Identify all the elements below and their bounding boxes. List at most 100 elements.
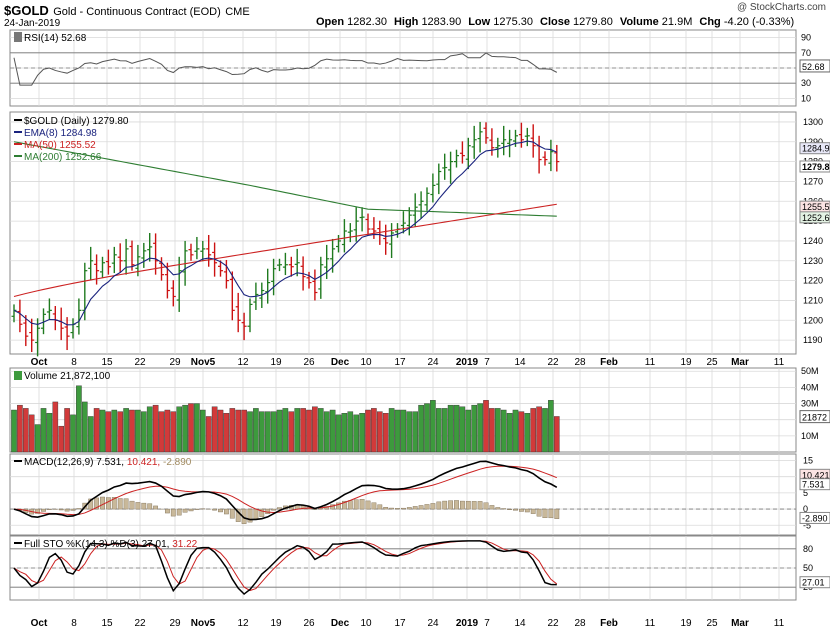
volume-bar: [152, 404, 159, 453]
macd-histogram-bar: [489, 505, 495, 510]
bottom-x-label: 29: [169, 618, 181, 628]
price-bar: [548, 139, 554, 172]
volume-bar: [235, 409, 242, 453]
volume-bar: [418, 404, 424, 453]
macd-histogram-bar: [465, 500, 471, 510]
volume-bar: [548, 400, 554, 453]
volume-bar: [424, 403, 430, 453]
volume-bar: [282, 408, 289, 453]
volume-bar: [388, 408, 395, 453]
price-bar: [424, 187, 430, 211]
macd-histogram-bar: [359, 499, 365, 510]
price-bar: [170, 280, 176, 307]
volume-bar: [247, 411, 253, 453]
macd-tick-label: -5: [803, 520, 811, 530]
ohlc-value: 1275.30: [493, 16, 534, 28]
macd-histogram-bar: [117, 498, 123, 510]
macd-histogram-bar: [424, 504, 430, 510]
price-bar: [105, 249, 111, 275]
ohlc-label: Close: [540, 16, 574, 28]
price-bar: [312, 269, 318, 301]
volume-bar: [441, 408, 448, 453]
price-tick-label: 1300: [803, 117, 823, 127]
volume-bar: [335, 414, 342, 453]
volume-bar: [341, 413, 348, 453]
volume-bar: [259, 411, 265, 453]
macd-histogram-bar: [147, 503, 153, 510]
macd-histogram-bar: [100, 496, 105, 510]
ohlc-summary: Open 1282.30 High 1283.90 Low 1275.30 Close…: [316, 16, 801, 28]
price-tick-label: 1240: [803, 236, 823, 246]
macd-histogram-bar: [448, 500, 453, 510]
vol-last-box: [799, 410, 830, 424]
price-bar: [241, 312, 247, 341]
price-bar: [282, 252, 288, 276]
price-bar: [153, 233, 159, 275]
volume-bar: [506, 413, 513, 453]
volume-bar: [253, 408, 259, 453]
price-x-label: 25: [706, 357, 718, 368]
symbol: $GOLD: [4, 3, 49, 18]
macd-histogram-bar: [519, 508, 524, 512]
macd-histogram-bar: [88, 498, 94, 510]
price-tick-label: 1220: [803, 276, 823, 286]
macd-histogram-bar: [454, 500, 459, 510]
volume-bar: [323, 411, 330, 453]
macd-histogram-bar: [530, 508, 536, 514]
vol-tick-label: 30M: [801, 399, 819, 409]
price-x-label: Feb: [600, 357, 618, 368]
volume-bar: [276, 409, 283, 453]
price-x-label: Mar: [731, 357, 749, 368]
volume-bar: [530, 408, 536, 453]
macd-histogram-bar: [259, 508, 265, 517]
macd-histogram-bar: [111, 497, 117, 510]
price-legend-item: MA(200) 1252.66: [24, 152, 102, 163]
macd-histogram-bar: [176, 508, 182, 516]
ohlc-item-volume: Volume 21.9M: [620, 16, 693, 28]
price-x-label: 7: [484, 357, 490, 368]
price-bar: [64, 317, 70, 351]
macd-histogram-bar: [229, 508, 235, 519]
price-bar: [501, 125, 507, 156]
volume-bar: [459, 406, 466, 453]
vol-legend-swatch: [14, 371, 22, 380]
volume-bar: [241, 409, 247, 453]
price-bar: [117, 243, 123, 273]
volume-bar: [500, 409, 507, 453]
price-bar: [448, 151, 454, 184]
price-bar: [147, 233, 153, 262]
bottom-x-label: 28: [574, 618, 586, 628]
macd-histogram-bar: [223, 508, 229, 515]
price-legend-item: $GOLD (Daily) 1279.80: [24, 116, 129, 127]
price-last-label: 1284.98: [802, 144, 830, 154]
macd-histogram-bar: [141, 502, 147, 510]
macd-legend: MACD(12,26,9) 7.531, 10.421, -2.890: [24, 457, 192, 468]
volume-bar: [306, 409, 312, 453]
macd-histogram-bar: [64, 508, 70, 512]
price-bar: [495, 137, 501, 158]
volume-bar: [394, 409, 401, 453]
macd-histogram-bar: [365, 500, 371, 510]
volume-bar: [211, 406, 218, 453]
macd-legend-part: -2.890: [160, 457, 192, 468]
volume-bar: [170, 411, 177, 453]
volume-bar: [46, 413, 53, 453]
volume-bar: [483, 400, 489, 453]
macd-histogram-bar: [129, 500, 135, 510]
ohlc-value: 1283.90: [421, 16, 462, 28]
price-last-label: 1255.52: [802, 202, 830, 212]
macd-histogram-bar: [383, 507, 389, 510]
price-bar: [406, 207, 412, 236]
macd-histogram-bar: [94, 497, 100, 510]
macd-histogram-bar: [524, 508, 530, 513]
rsi-last-label: 52.68: [802, 62, 825, 72]
macd-histogram-bar: [412, 506, 418, 510]
price-bar: [76, 298, 82, 335]
price-bar: [218, 260, 223, 277]
macd-line: [13, 460, 558, 521]
chart-date: 24-Jan-2019: [4, 18, 61, 29]
price-bar: [176, 256, 182, 312]
price-bar: [389, 223, 395, 258]
bottom-x-label: 22: [134, 618, 146, 628]
rsi-legend: RSI(14) 52.68: [24, 33, 87, 44]
